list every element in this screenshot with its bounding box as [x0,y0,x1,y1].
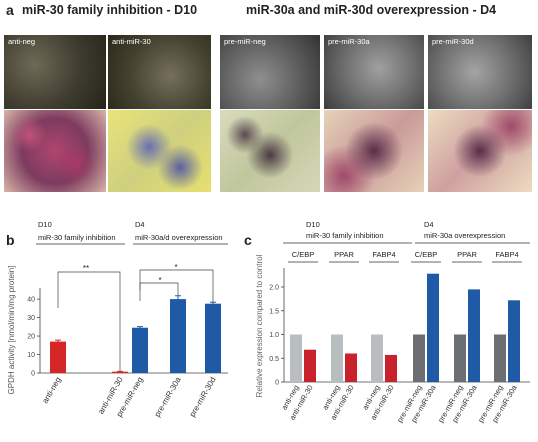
tile-label-anti-neg: anti-neg [8,37,36,46]
panel-c-chart: D10 miR-30 family inhibition D4 miR-30a … [255,220,530,424]
micrograph-anti-neg: anti-neg [4,35,106,109]
micrograph-pre-mir-30d: pre-miR-30d [428,35,532,109]
panel-a-title-right: miR-30a and miR-30d overexpression - D4 [246,3,497,17]
panel-c-group-right-line2: miR-30a overexpression [424,231,505,240]
stain-pre-mir-neg [220,110,320,192]
panel-b-y-tick-label: 10 [27,352,35,359]
panel-b-x-tick-label: anti-neg [40,376,62,406]
panel-b-x-tick-label: pre-miR-30a [153,375,183,418]
panel-b-bar [205,303,221,373]
panel-b-y-tick-label: 30 [27,315,35,322]
panel-b-sig-left: ** [83,264,89,273]
micrograph-pre-mir-30a: pre-miR-30a [324,35,424,109]
panel-b-group-left-line1: D10 [38,220,52,229]
panel-b-y-tick-label: 0 [31,371,35,378]
panel-c-gene-label: FABP4 [372,250,395,259]
panel-c-group-left-line2: miR-30 family inhibition [306,231,384,240]
panel-c-bar [385,354,397,382]
panel-c-gene-label: FABP4 [495,250,518,259]
panel-b-sig-bracket-left [57,271,121,372]
panel-c-gene-label: C/EBP [415,250,438,259]
panel-b-group-left-line2: miR-30 family inhibition [38,233,116,242]
panel-b-y-tick-label: 40 [27,297,35,304]
panel-c-gene-label: PPAR [457,250,477,259]
panel-c-bar [371,334,383,382]
panel-b-sig-right: * [174,263,177,272]
tile-label-anti-mir-30: anti-miR-30 [112,37,151,46]
panel-c-y-tick-label: 0.5 [269,356,279,363]
panel-c-bar [427,273,439,382]
tile-label-pre-mir-30d: pre-miR-30d [432,37,474,46]
panel-c-bar [454,334,466,382]
stain-anti-mir-30 [108,110,211,192]
panel-a-title-left: miR-30 family inhibition - D10 [22,3,198,17]
stain-anti-neg [4,110,106,192]
panel-c-y-tick-label: 0 [275,380,279,387]
panel-c-bar [508,300,520,382]
panel-c-gene-label: C/EBP [292,250,315,259]
panel-b-y-label: GPDH activity [nmol/min/mg protein] [7,266,16,395]
panel-b-bar [112,371,128,373]
panel-c-bar [331,334,343,382]
panel-b-sig-bracket-mid [139,282,179,301]
tile-label-pre-mir-30a: pre-miR-30a [328,37,370,46]
panel-b-group-right-line1: D4 [135,220,145,229]
micrograph-pre-mir-neg: pre-miR-neg [220,35,320,109]
panel-c-bar [345,353,357,382]
panel-c-group-right-line1: D4 [424,220,434,229]
panel-c-bar [290,334,302,382]
panel-c-bar [494,334,506,382]
panel-c-y-tick-label: 2.0 [269,285,279,292]
panel-b-chart: D10 miR-30 family inhibition D4 miR-30a/… [7,220,228,419]
panel-c-letter: c [244,232,252,248]
panel-b-bar [170,299,186,373]
panel-c-bar [468,289,480,382]
panel-b-group-right-line2: miR-30a/d overexpression [135,233,223,242]
micrograph-anti-mir-30: anti-miR-30 [108,35,211,109]
tile-label-pre-mir-neg: pre-miR-neg [224,37,266,46]
panel-b-letter: b [6,232,15,248]
panel-b-x-tick-label: pre-miR-30d [188,376,218,419]
panel-c-gene-label: PPAR [334,250,354,259]
panel-c-y-label: Relative expression compared to control [255,254,264,397]
panel-c-y-tick-label: 1.0 [269,332,279,339]
panel-c-y-tick-label: 1.5 [269,308,279,315]
panel-b-y-tick-label: 20 [27,334,35,341]
panel-b-bar [50,341,66,373]
panel-c-bar [413,334,425,382]
stain-pre-mir-30a [324,110,424,192]
panel-c-bar [304,349,316,382]
panel-b-bar [132,327,148,373]
panel-c-group-left-line1: D10 [306,220,320,229]
panel-a-letter: a [6,2,14,18]
panel-b-sig-bracket-right [139,269,214,303]
panel-b-sig-mid: * [158,276,161,285]
stain-pre-mir-30d [428,110,532,192]
